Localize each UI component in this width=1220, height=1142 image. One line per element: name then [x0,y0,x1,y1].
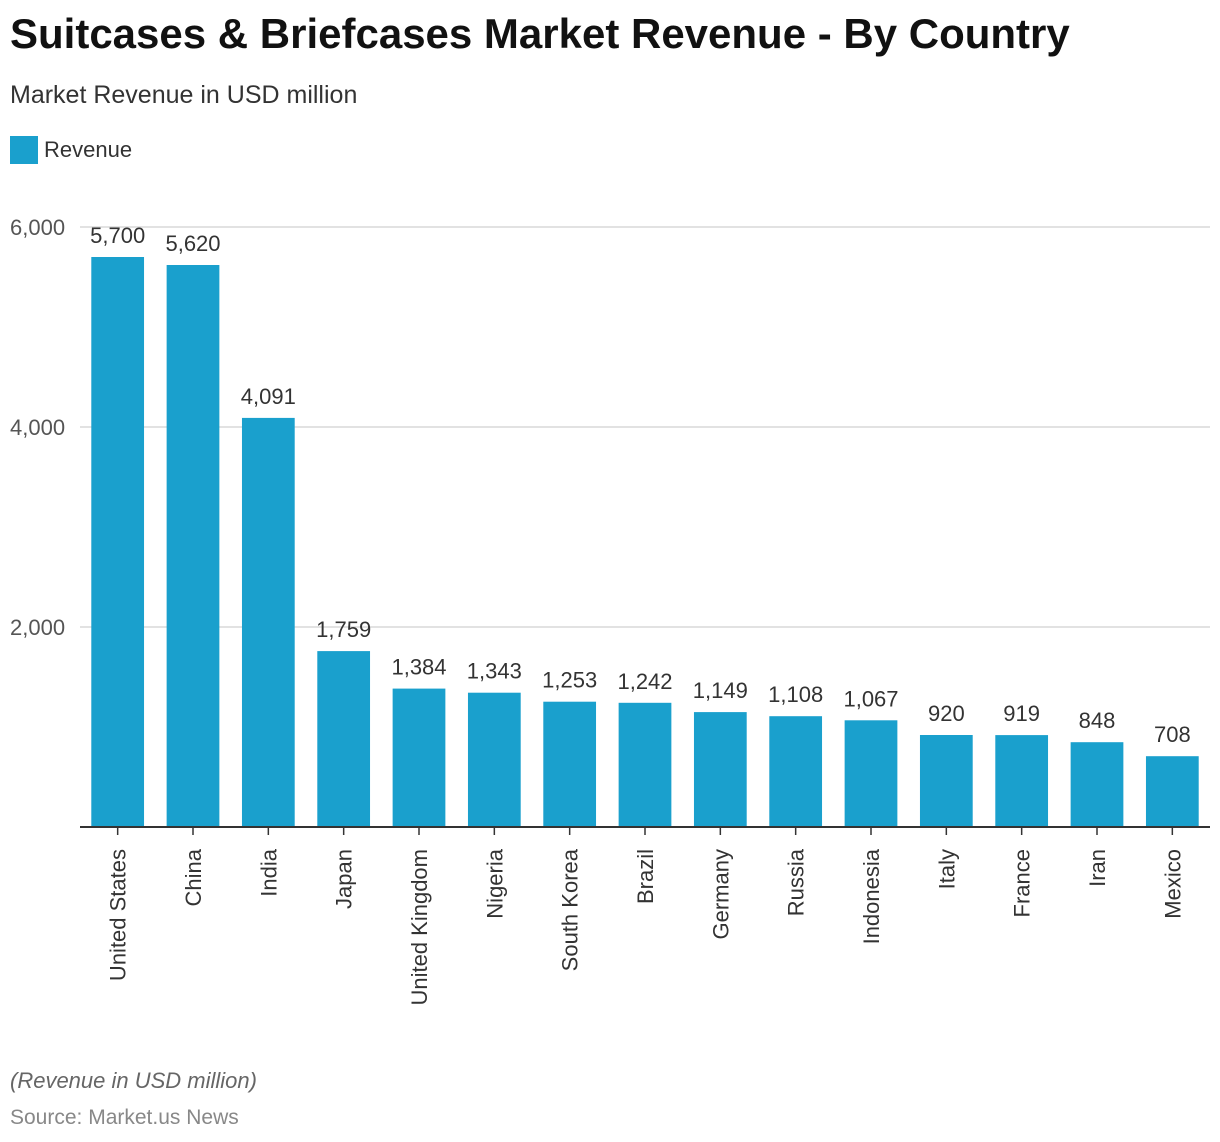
y-tick-label: 6,000 [10,215,65,240]
data-label: 1,343 [467,659,522,684]
page-subtitle: Market Revenue in USD million [10,81,358,109]
category-label: India [256,848,281,896]
legend-swatch [10,136,38,164]
source-text: Source: Market.us News [10,1106,239,1129]
bar [995,735,1049,827]
bar [769,716,823,827]
data-label: 1,242 [617,669,672,694]
category-label: Brazil [633,849,658,904]
bar [1145,756,1199,827]
data-label: 5,700 [90,223,145,248]
grid-lines: 2,000 4,000 6,000 [10,215,1210,640]
bar [919,735,973,827]
x-axis: United States China India Japan United Kingd… [80,826,1210,1006]
bar [618,702,672,827]
data-label: 1,108 [768,682,823,707]
legend-label: Revenue [44,137,133,162]
data-label: 848 [1079,708,1116,733]
y-tick-label: 4,000 [10,415,65,440]
data-label: 919 [1003,701,1040,726]
bar [844,720,898,827]
category-label: South Korea [558,848,583,971]
bar [317,651,371,827]
footnote: (Revenue in USD million) [10,1068,257,1093]
data-label: 1,149 [693,678,748,703]
category-label: United Kingdom [407,849,432,1006]
category-label: Mexico [1160,849,1185,919]
data-label: 708 [1154,722,1191,747]
legend: Revenue [10,136,132,164]
category-label: Nigeria [482,848,507,918]
data-labels: 5,700 5,620 4,091 1,759 1,384 1,343 1,253 1,242… [90,223,1191,747]
page-title: Suitcases & Briefcases Market Revenue - … [10,10,1070,57]
bar [693,712,747,827]
category-label: Italy [934,849,959,889]
data-label: 1,759 [316,617,371,642]
bar [1070,742,1124,827]
data-label: 1,384 [391,655,446,680]
data-label: 1,253 [542,668,597,693]
category-label: Iran [1085,849,1110,887]
bar [166,265,220,827]
bar [467,692,521,827]
category-label: Germany [708,849,733,939]
bar [392,688,446,827]
bar [91,257,145,827]
category-label: Japan [332,849,357,909]
category-label: Indonesia [859,848,884,944]
data-label: 4,091 [241,384,296,409]
data-label: 5,620 [165,231,220,256]
data-label: 920 [928,701,965,726]
bar [543,701,597,827]
data-label: 1,067 [843,686,898,711]
category-label: China [181,848,206,906]
bar-chart: 2,000 4,000 6,000 5,700 5,620 4,091 1,759 1,38… [10,215,1210,1006]
category-label: Russia [784,848,809,916]
bars [91,257,1199,827]
category-label: United States [106,849,131,981]
y-tick-label: 2,000 [10,615,65,640]
category-label: France [1010,849,1035,917]
bar [241,417,295,827]
